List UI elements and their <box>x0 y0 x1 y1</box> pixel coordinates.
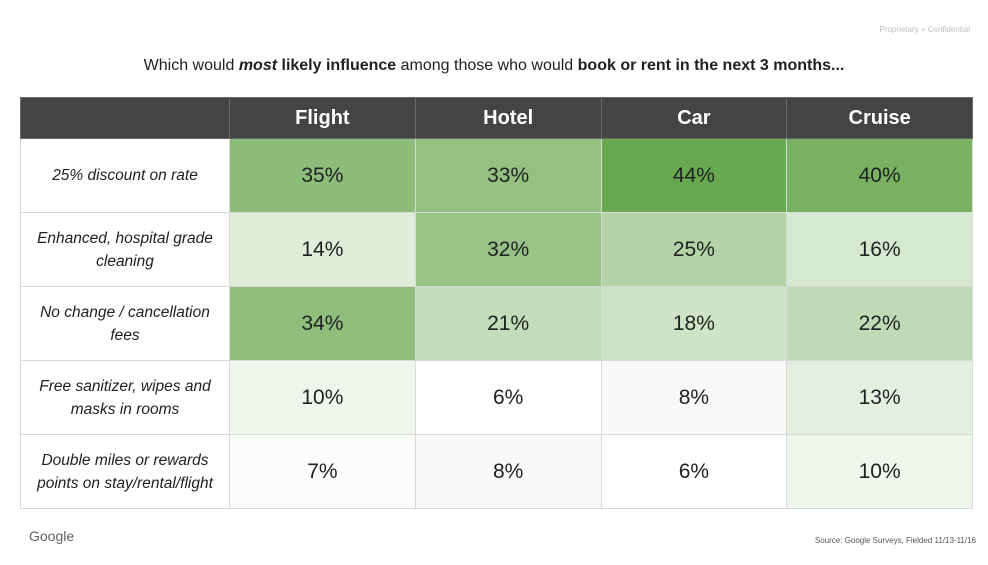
row-label: Enhanced, hospital grade cleaning <box>20 212 230 287</box>
title-part-4: among those who would <box>396 57 578 74</box>
table-row: Double miles or rewards points on stay/r… <box>20 434 973 509</box>
source-note: Source: Google Surveys, Fielded 11/13-11… <box>814 536 976 545</box>
title-part-5: book or rent in the next 3 months... <box>577 57 845 74</box>
table-row: Free sanitizer, wipes and masks in rooms… <box>20 360 973 435</box>
column-header: Flight <box>229 97 416 139</box>
heat-cell-hotel: 8% <box>414 434 602 509</box>
row-label: Double miles or rewards points on stay/r… <box>20 434 230 509</box>
google-logo: Google <box>29 528 75 544</box>
heat-cell-car: 6% <box>600 434 788 509</box>
title-part-1: Which would <box>143 57 239 74</box>
heat-cell-car: 8% <box>600 360 788 435</box>
heat-cell-hotel: 6% <box>414 360 602 435</box>
header-row: Flight Hotel Car Cruise <box>20 97 973 139</box>
heat-cell-flight: 34% <box>229 286 416 361</box>
heat-cell-flight: 7% <box>229 434 416 509</box>
heat-cell-cruise: 13% <box>786 360 973 435</box>
heat-cell-cruise: 16% <box>786 212 973 287</box>
heat-cell-flight: 10% <box>229 360 416 435</box>
heat-cell-flight: 14% <box>229 212 416 287</box>
heat-cell-hotel: 21% <box>414 286 602 361</box>
heat-cell-car: 18% <box>600 286 788 361</box>
table-row: Enhanced, hospital grade cleaning 14% 32% 2… <box>20 212 973 287</box>
heat-cell-hotel: 32% <box>414 212 602 287</box>
heat-cell-flight: 35% <box>229 138 416 213</box>
heat-cell-cruise: 22% <box>786 286 973 361</box>
row-label: 25% discount on rate <box>20 138 230 213</box>
row-label: Free sanitizer, wipes and masks in rooms <box>20 360 230 435</box>
column-header: Cruise <box>786 97 973 139</box>
heat-cell-car: 44% <box>600 138 788 213</box>
title-part-2: most <box>238 57 278 74</box>
table-row: 25% discount on rate 35% 33% 44% 40% <box>20 138 973 213</box>
heat-cell-car: 25% <box>600 212 788 287</box>
heatmap-table: Flight Hotel Car Cruise 25% discount on … <box>20 97 973 509</box>
heat-cell-cruise: 10% <box>786 434 973 509</box>
chart-title: Which would most likely influence among … <box>0 57 988 75</box>
heat-cell-cruise: 40% <box>786 138 973 213</box>
row-label: No change / cancellation fees <box>20 286 230 361</box>
heat-cell-hotel: 33% <box>414 138 602 213</box>
title-part-3: likely influence <box>277 57 397 74</box>
confidential-label: Proprietary + Confidential <box>879 25 971 34</box>
column-header: Hotel <box>414 97 602 139</box>
corner-cell <box>20 97 230 139</box>
table-row: No change / cancellation fees 34% 21% 18% 22… <box>20 286 973 361</box>
heatmap-body: 25% discount on rate 35% 33% 44% 40% Enhanced… <box>20 138 973 509</box>
column-header: Car <box>600 97 788 139</box>
